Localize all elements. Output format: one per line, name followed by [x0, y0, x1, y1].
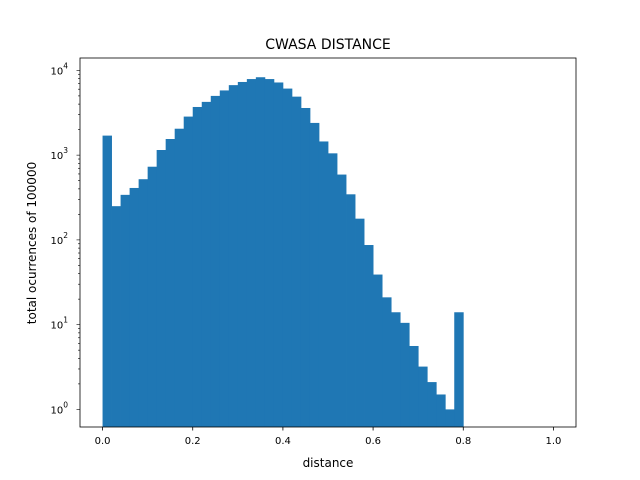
- histogram-bar: [309, 122, 320, 428]
- y-tick-base: 10: [50, 321, 63, 332]
- x-tick-label: 0.4: [275, 436, 291, 447]
- histogram-bar: [436, 394, 446, 427]
- histogram-bar: [337, 174, 347, 427]
- histogram-bar: [427, 382, 437, 427]
- histogram-bar: [219, 90, 230, 427]
- histogram-bar: [102, 135, 112, 428]
- histogram-bar: [246, 79, 257, 427]
- y-tick-exponent: 0: [63, 400, 68, 409]
- y-tick-label: 100: [50, 400, 68, 416]
- histogram-bar: [165, 139, 176, 427]
- histogram-bar: [409, 345, 419, 427]
- histogram-bar: [355, 218, 365, 427]
- histogram-bar: [418, 366, 428, 427]
- histogram-bar: [300, 107, 311, 428]
- y-tick-label: 103: [50, 146, 68, 162]
- histogram-bar: [454, 312, 464, 427]
- x-tick-label: 1.0: [546, 436, 562, 447]
- histogram-bar: [174, 128, 185, 427]
- histogram-bar: [328, 153, 338, 427]
- y-tick-exponent: 4: [63, 61, 68, 70]
- histogram-bar: [318, 141, 329, 427]
- y-tick-label: 102: [50, 231, 68, 247]
- y-tick-exponent: 1: [63, 316, 68, 325]
- y-tick-base: 10: [50, 66, 63, 77]
- x-axis-label: distance: [303, 456, 354, 470]
- histogram-bar: [237, 81, 248, 427]
- histogram-bar: [445, 409, 455, 427]
- histogram-bar: [255, 77, 266, 428]
- x-tick-label: 0.0: [95, 436, 111, 447]
- y-tick-exponent: 3: [63, 146, 68, 155]
- histogram-bar: [111, 206, 121, 427]
- histogram-bar: [183, 116, 194, 427]
- x-axis-ticks: 0.0 0.2 0.4 0.6 0.8 1.0: [95, 427, 562, 447]
- y-tick-base: 10: [50, 405, 63, 416]
- histogram-bar: [264, 79, 275, 427]
- histogram-bar: [273, 82, 284, 427]
- histogram-bar: [400, 322, 410, 427]
- histogram-bar: [228, 85, 239, 427]
- y-tick-base: 10: [50, 151, 63, 162]
- histogram-bar: [201, 101, 212, 427]
- histogram-bar: [346, 194, 356, 427]
- y-tick-label: 104: [50, 61, 68, 77]
- histogram-bar: [138, 179, 149, 427]
- x-tick-label: 0.6: [365, 436, 381, 447]
- bars-group: [102, 77, 464, 428]
- histogram-bar: [391, 312, 401, 427]
- histogram-bar: [147, 166, 158, 427]
- histogram-bar: [382, 297, 392, 427]
- histogram-bar: [129, 187, 140, 427]
- x-tick-label: 0.8: [455, 436, 471, 447]
- x-tick-label: 0.2: [185, 436, 201, 447]
- plot-area-frame: [79, 57, 577, 428]
- y-tick-base: 10: [50, 236, 63, 247]
- y-axis-label: total ocurrences of 100000: [25, 162, 39, 324]
- chart-title: CWASA DISTANCE: [265, 37, 391, 53]
- histogram-bar: [156, 150, 167, 427]
- histogram-bar: [120, 194, 130, 427]
- histogram-bar: [373, 274, 383, 427]
- histogram-bar: [291, 96, 302, 427]
- histogram-bar: [192, 106, 203, 427]
- y-tick-label: 101: [50, 316, 68, 332]
- histogram-bar: [282, 88, 293, 427]
- histogram-bar: [364, 245, 374, 427]
- histogram-bar: [210, 95, 221, 428]
- y-tick-exponent: 2: [63, 231, 68, 240]
